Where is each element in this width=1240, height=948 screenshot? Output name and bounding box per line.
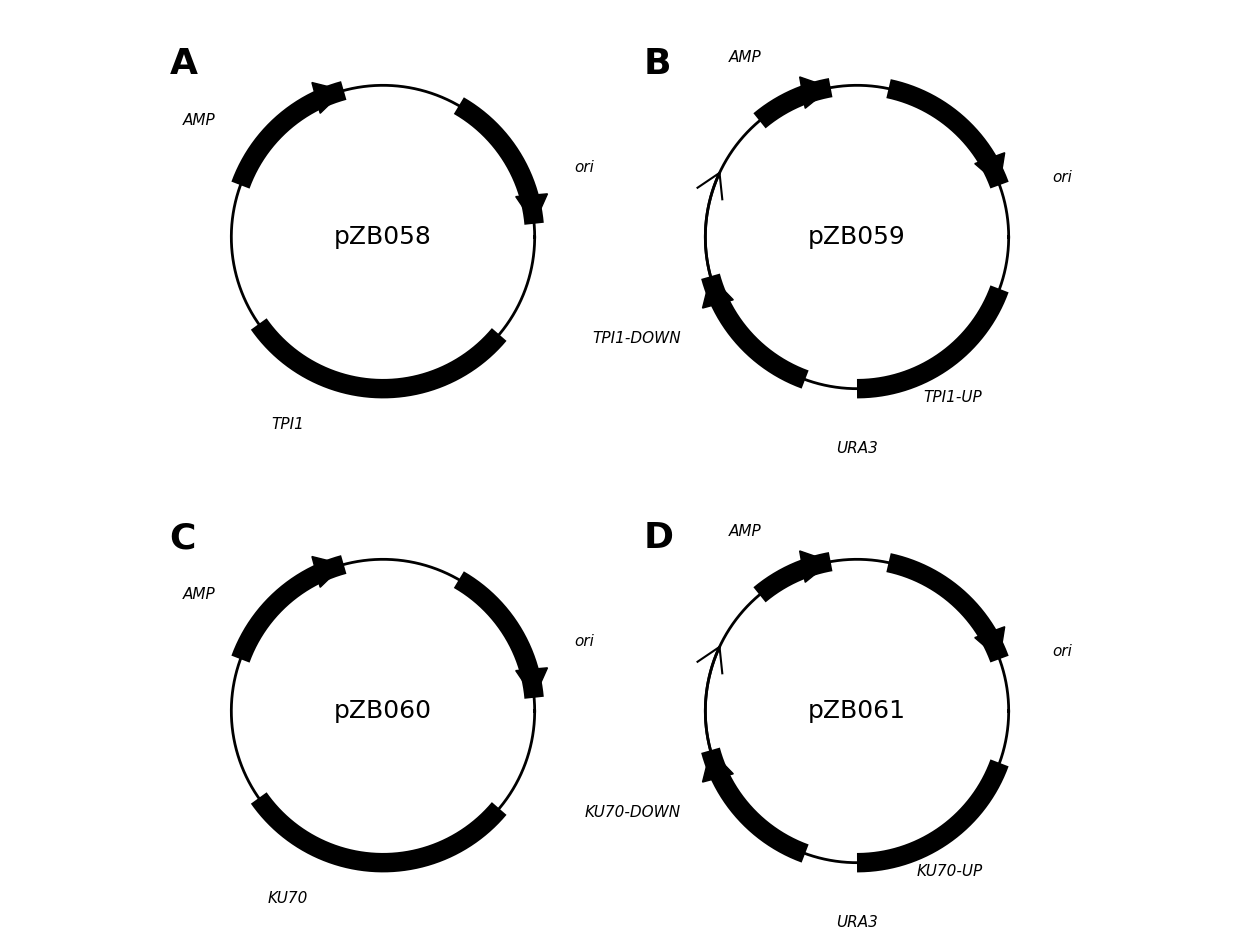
Text: AMP: AMP: [729, 49, 761, 64]
Polygon shape: [516, 193, 548, 224]
Text: URA3: URA3: [836, 441, 878, 456]
Text: KU70-DOWN: KU70-DOWN: [584, 806, 681, 820]
Polygon shape: [800, 551, 831, 582]
Text: ori: ori: [1052, 170, 1071, 185]
Text: A: A: [170, 47, 197, 82]
Text: AMP: AMP: [184, 587, 216, 602]
Polygon shape: [312, 82, 343, 114]
Text: KU70-UP: KU70-UP: [916, 865, 982, 879]
Text: AMP: AMP: [729, 523, 761, 538]
Text: TPI1: TPI1: [270, 417, 304, 432]
Polygon shape: [703, 276, 733, 308]
Text: pZB058: pZB058: [334, 225, 432, 249]
Text: URA3: URA3: [836, 915, 878, 930]
Polygon shape: [312, 556, 343, 588]
Polygon shape: [703, 750, 733, 782]
Text: AMP: AMP: [184, 113, 216, 128]
Text: TPI1-DOWN: TPI1-DOWN: [591, 332, 681, 346]
Text: D: D: [644, 521, 673, 556]
Text: KU70: KU70: [267, 891, 308, 906]
Polygon shape: [975, 153, 1004, 185]
Polygon shape: [800, 77, 831, 108]
Polygon shape: [516, 667, 548, 698]
Text: C: C: [170, 521, 196, 556]
Text: TPI1-UP: TPI1-UP: [924, 391, 982, 405]
Text: pZB060: pZB060: [334, 699, 432, 723]
Polygon shape: [975, 627, 1004, 659]
Text: ori: ori: [1052, 644, 1071, 659]
Text: pZB061: pZB061: [808, 699, 906, 723]
Text: ori: ori: [574, 160, 594, 174]
Text: B: B: [644, 47, 671, 82]
Text: pZB059: pZB059: [808, 225, 906, 249]
Text: ori: ori: [574, 634, 594, 648]
